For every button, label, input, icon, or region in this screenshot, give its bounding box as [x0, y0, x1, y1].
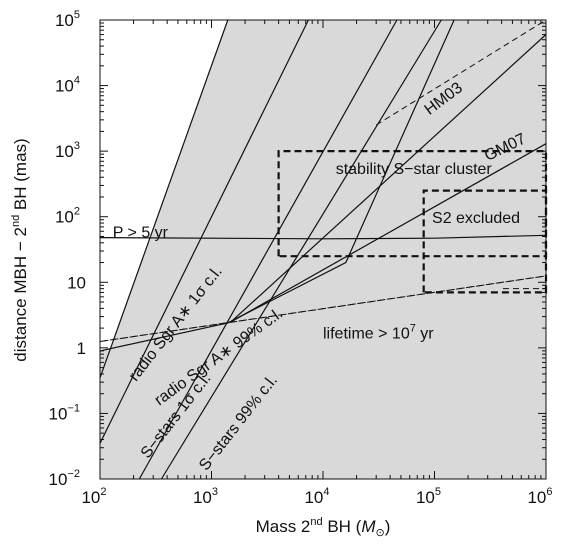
y-tick-label: 102	[55, 206, 80, 227]
line-s-stars-1sigma	[138, 19, 398, 480]
x-tick-label: 105	[416, 486, 441, 507]
y-axis-label: distance MBH − 2nd BH (mas)	[10, 138, 30, 361]
region-allowed-band	[100, 20, 455, 378]
x-axis-label: Mass 2nd BH (M⊙)	[256, 516, 391, 539]
line-stability-box	[277, 150, 548, 258]
line-hm03	[230, 34, 547, 323]
y-tick-label: 10	[67, 273, 86, 292]
x-tick-label: 106	[527, 486, 552, 507]
line-s-stars-99	[160, 19, 442, 480]
annotation-p5: P > 5 yr	[113, 225, 169, 242]
line-radio-sgr-99	[99, 19, 309, 444]
line-radio-sgr-1sigma	[99, 19, 229, 379]
y-tick-label: 105	[55, 9, 80, 30]
line-lifetime-upper	[375, 19, 547, 126]
line-radio-sgr-99-upper	[99, 19, 455, 352]
line-gm07	[230, 143, 547, 323]
y-tick-label: 10−2	[49, 468, 80, 489]
shaded-regions	[100, 20, 546, 479]
annotation-lifetime: lifetime > 107 yr	[323, 322, 434, 342]
annotation-stability: stability S−star cluster	[336, 161, 493, 178]
y-tick-label: 103	[55, 140, 80, 161]
y-tick-label: 10−1	[49, 402, 80, 423]
annotation-s2: S2 excluded	[432, 210, 520, 227]
line-p-5yr	[99, 234, 547, 240]
x-tick-label: 103	[193, 486, 218, 507]
x-tick-label: 102	[81, 486, 106, 507]
y-tick-label: 104	[55, 75, 80, 96]
y-tick-label: 1	[77, 339, 86, 358]
x-tick-label: 104	[304, 486, 329, 507]
axis-ticks: 102 103 104 105 106 10−2 10−1 1 10 102 103 104 105	[49, 9, 553, 507]
